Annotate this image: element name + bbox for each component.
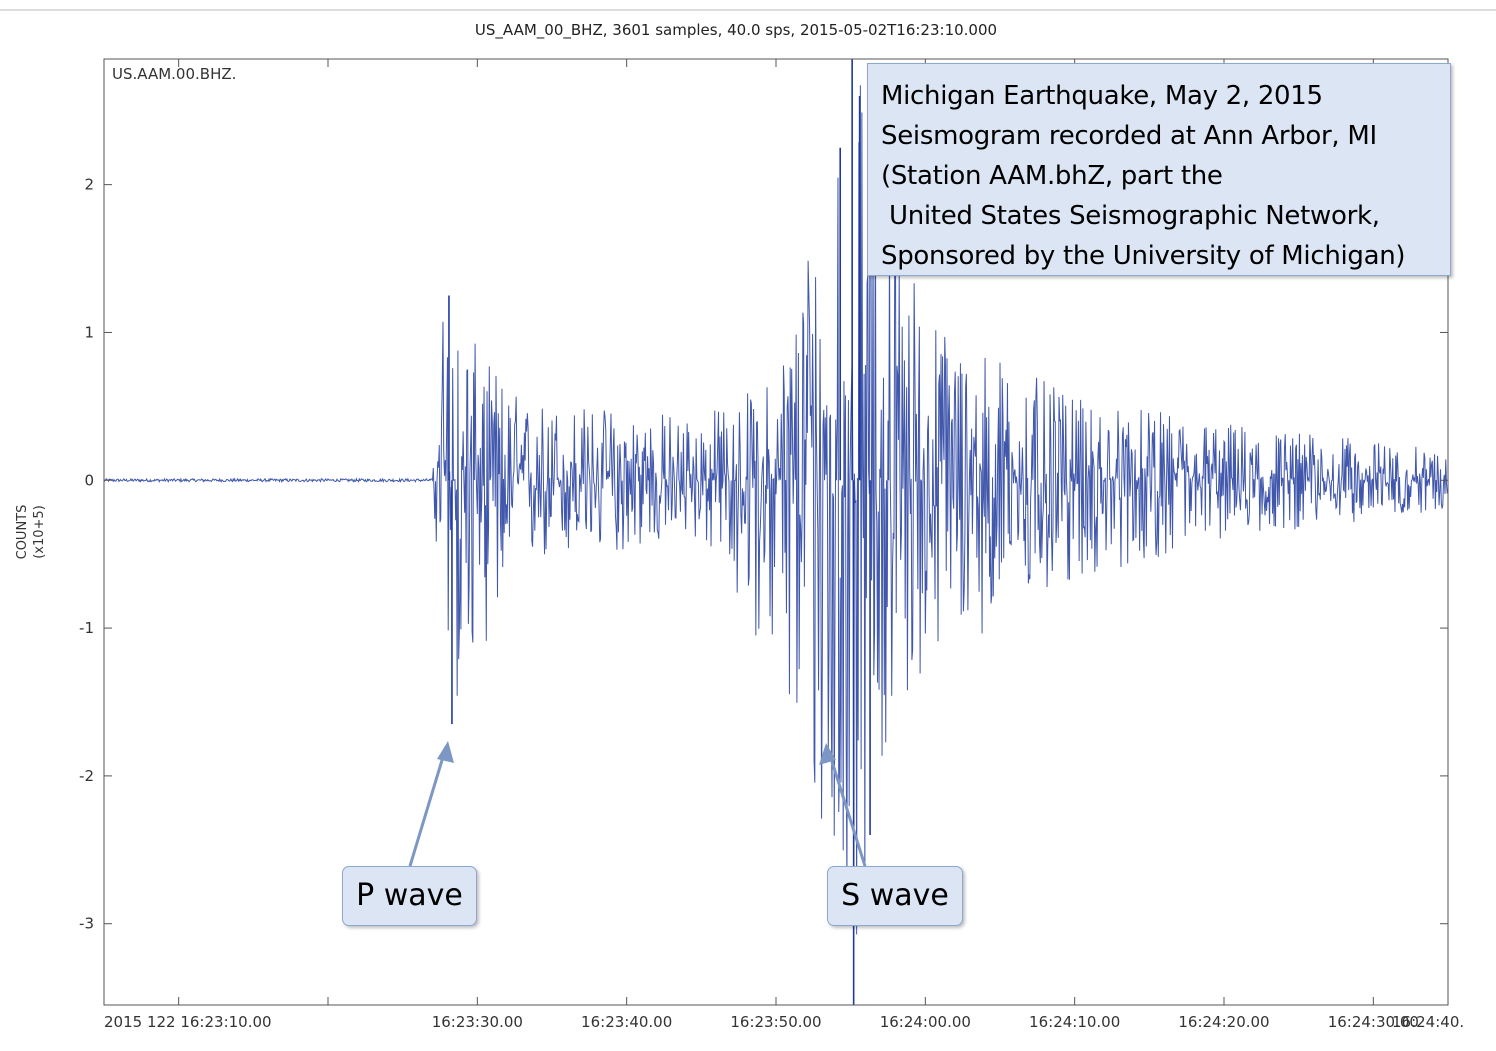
p-wave-arrowhead xyxy=(437,741,454,763)
y-tick-label: -1 xyxy=(79,619,94,637)
x-ticks-group: 2015 122 16:23:10.00 16:23:30.00 16:23:40.… xyxy=(104,59,1464,1031)
info-line-1: Michigan Earthquake, May 2, 2015 xyxy=(881,81,1323,111)
arrow-layer xyxy=(408,741,867,867)
panel-label: US.AAM.00.BHZ. xyxy=(112,65,236,83)
waveform-layer xyxy=(103,59,1448,1005)
y-ticks-group: 2 1 0 -1 -2 -3 xyxy=(79,176,1448,933)
waveform-trace xyxy=(103,85,1448,935)
y-tick-label: 1 xyxy=(84,323,94,341)
info-line-2: Seismogram recorded at Ann Arbor, MI xyxy=(881,121,1377,151)
x-tick-label: 16:24:20.00 xyxy=(1178,1013,1269,1031)
x-tick-label: 16:24:40. xyxy=(1392,1013,1464,1031)
p-wave-callout: P wave xyxy=(342,866,477,926)
p-wave-arrow xyxy=(408,746,448,867)
y-axis-label-line-2: (x10+5) xyxy=(32,505,47,559)
y-tick-label: -3 xyxy=(79,915,94,933)
y-axis-label-line-1: COUNTS xyxy=(15,505,30,560)
y-tick-label: 0 xyxy=(84,471,94,489)
x-tick-label: 16:23:50.00 xyxy=(730,1013,821,1031)
info-line-4: United States Seismographic Network, xyxy=(881,201,1380,231)
y-tick-label: 2 xyxy=(84,176,94,194)
info-line-5: Sponsored by the University of Michigan) xyxy=(881,241,1406,271)
y-axis-label: COUNTS (x10+5) xyxy=(15,505,47,560)
x-tick-label: 2015 122 16:23:10.00 xyxy=(104,1013,272,1031)
x-tick-label: 16:24:10.00 xyxy=(1029,1013,1120,1031)
x-tick-label: 16:24:00.00 xyxy=(880,1013,971,1031)
x-tick-label: 16:23:30.00 xyxy=(432,1013,523,1031)
s-wave-callout: S wave xyxy=(827,866,963,926)
s-wave-arrow xyxy=(826,748,867,867)
x-tick-label: 16:24:30.00 xyxy=(1328,1013,1419,1031)
s-wave-arrowhead xyxy=(819,743,836,765)
info-line-3: (Station AAM.bhZ, part the xyxy=(881,161,1223,191)
earthquake-info-box: Michigan Earthquake, May 2, 2015 Seismog… xyxy=(867,63,1451,276)
y-tick-label: -2 xyxy=(79,767,94,785)
x-tick-label: 16:23:40.00 xyxy=(581,1013,672,1031)
chart-title: US_AAM_00_BHZ, 3601 samples, 40.0 sps, 2… xyxy=(475,21,997,40)
